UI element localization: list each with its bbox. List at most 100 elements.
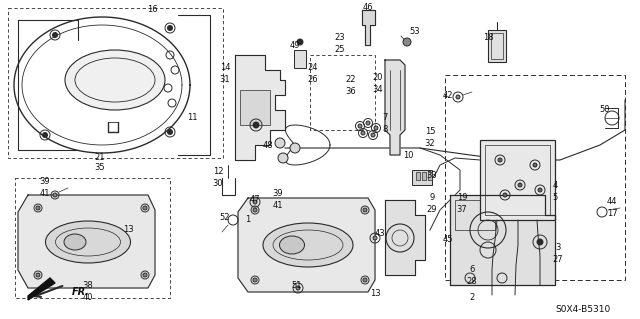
Polygon shape — [28, 278, 55, 300]
Circle shape — [168, 130, 173, 135]
Text: 41: 41 — [273, 201, 284, 210]
Text: 28: 28 — [467, 278, 477, 286]
Bar — [491, 33, 503, 59]
Text: 17: 17 — [607, 210, 618, 219]
Circle shape — [403, 38, 411, 46]
Bar — [310, 55, 375, 130]
Bar — [488, 30, 506, 62]
Text: 50: 50 — [600, 106, 611, 115]
Circle shape — [498, 158, 502, 162]
Text: 5: 5 — [552, 192, 557, 202]
Bar — [240, 90, 270, 125]
Text: 49: 49 — [290, 41, 300, 49]
Text: 6: 6 — [469, 265, 475, 275]
Text: 25: 25 — [335, 46, 345, 55]
Text: 24: 24 — [308, 63, 318, 72]
Text: 30: 30 — [212, 180, 223, 189]
Circle shape — [297, 39, 303, 45]
Circle shape — [363, 208, 367, 212]
Bar — [455, 200, 495, 230]
Circle shape — [361, 131, 365, 135]
Text: 22: 22 — [346, 76, 356, 85]
Text: 14: 14 — [220, 63, 230, 72]
Circle shape — [373, 236, 377, 240]
Text: 11: 11 — [187, 114, 197, 122]
Circle shape — [53, 193, 57, 197]
Bar — [412, 170, 432, 185]
Text: 35: 35 — [95, 162, 106, 172]
Text: 52: 52 — [220, 213, 230, 222]
Circle shape — [538, 188, 542, 192]
Circle shape — [366, 121, 370, 125]
Circle shape — [52, 33, 58, 38]
Text: 29: 29 — [427, 205, 437, 214]
Text: 10: 10 — [403, 151, 413, 160]
Text: 12: 12 — [212, 167, 223, 176]
Circle shape — [456, 95, 460, 99]
Text: 9: 9 — [429, 194, 435, 203]
Circle shape — [290, 143, 300, 153]
Circle shape — [503, 193, 507, 197]
Polygon shape — [385, 200, 425, 275]
Text: 23: 23 — [335, 33, 346, 42]
Text: 51: 51 — [292, 280, 302, 290]
Bar — [485, 145, 550, 215]
Ellipse shape — [45, 221, 131, 263]
Text: 16: 16 — [147, 5, 157, 14]
Text: 43: 43 — [374, 229, 385, 239]
Text: 38: 38 — [83, 281, 93, 291]
Circle shape — [358, 124, 362, 128]
Circle shape — [537, 239, 543, 245]
Circle shape — [253, 278, 257, 282]
Circle shape — [36, 273, 40, 277]
Text: 27: 27 — [553, 256, 563, 264]
Circle shape — [363, 278, 367, 282]
Bar — [8, 8, 223, 158]
Text: 47: 47 — [250, 196, 260, 204]
Text: 7: 7 — [382, 114, 388, 122]
Circle shape — [253, 200, 257, 204]
Text: 4: 4 — [552, 181, 557, 189]
Bar — [294, 50, 306, 68]
Text: 46: 46 — [363, 4, 373, 12]
Circle shape — [533, 163, 537, 167]
Ellipse shape — [64, 234, 86, 250]
Bar — [15, 178, 170, 298]
Text: 53: 53 — [410, 27, 420, 36]
Text: 39: 39 — [273, 189, 284, 197]
Bar — [422, 172, 426, 180]
Circle shape — [143, 206, 147, 210]
Text: 32: 32 — [425, 139, 435, 149]
Text: 44: 44 — [607, 197, 617, 206]
Polygon shape — [385, 60, 405, 155]
Circle shape — [275, 138, 285, 148]
Text: S0X4-B5310: S0X4-B5310 — [556, 306, 611, 315]
Circle shape — [253, 122, 259, 128]
Circle shape — [143, 273, 147, 277]
Text: 13: 13 — [123, 226, 133, 234]
Text: 36: 36 — [346, 87, 356, 97]
Text: 45: 45 — [443, 235, 453, 244]
Text: 48: 48 — [262, 140, 273, 150]
Text: 33: 33 — [427, 170, 437, 180]
Circle shape — [42, 132, 47, 137]
Text: 13: 13 — [370, 288, 380, 298]
Circle shape — [36, 206, 40, 210]
Text: 42: 42 — [443, 91, 453, 100]
Polygon shape — [362, 10, 375, 45]
Text: 2: 2 — [469, 293, 475, 302]
Circle shape — [374, 126, 378, 130]
Text: 1: 1 — [245, 216, 251, 225]
Circle shape — [371, 133, 375, 137]
Text: 20: 20 — [372, 73, 383, 83]
Polygon shape — [450, 195, 555, 285]
Circle shape — [168, 26, 173, 31]
Ellipse shape — [65, 50, 165, 110]
Text: 18: 18 — [483, 33, 493, 42]
Circle shape — [278, 153, 288, 163]
Bar — [428, 172, 432, 180]
Text: 8: 8 — [382, 125, 388, 135]
Text: 40: 40 — [83, 293, 93, 302]
Text: 3: 3 — [556, 243, 561, 253]
Bar — [480, 140, 555, 220]
